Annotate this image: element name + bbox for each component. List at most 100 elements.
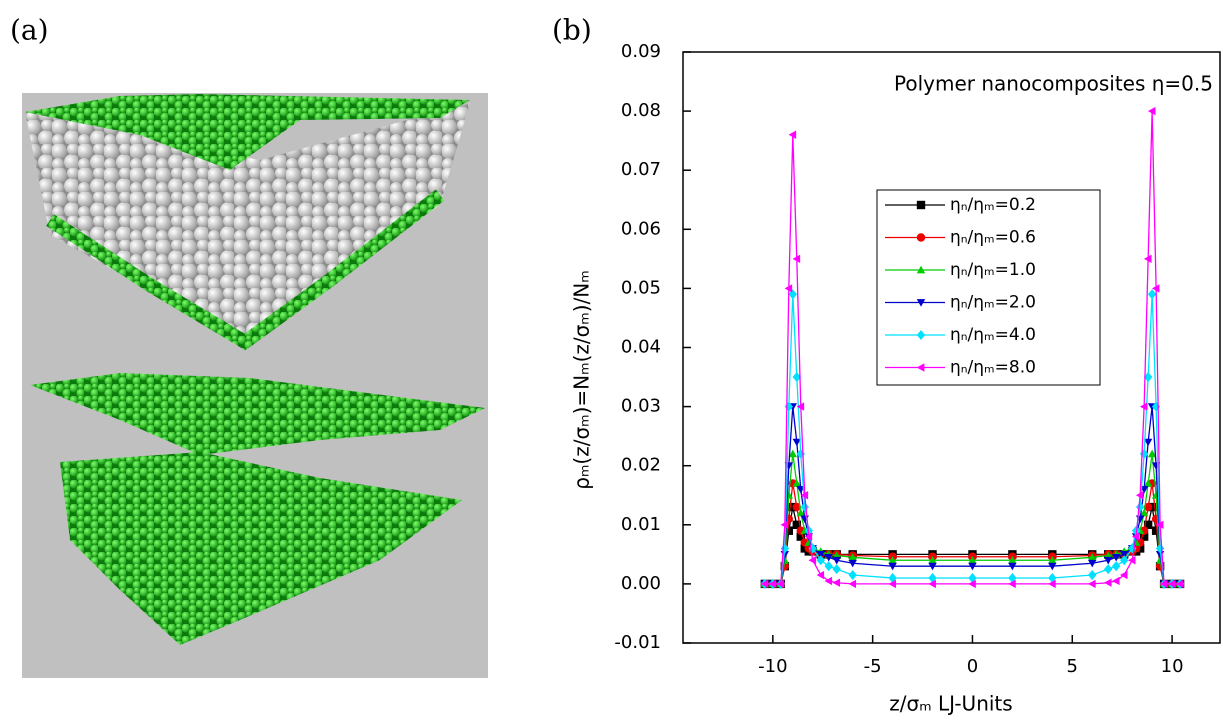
legend-marker <box>916 265 926 274</box>
x-tick-label: -5 <box>864 656 882 677</box>
data-point <box>800 491 809 500</box>
chart-title: Polymer nanocomposites η=0.5 <box>894 72 1213 96</box>
data-point <box>928 556 937 564</box>
x-axis-label: z/σₘ LJ-Units <box>889 692 1012 716</box>
data-point <box>792 438 801 447</box>
legend-marker <box>916 363 925 372</box>
data-point <box>848 569 857 581</box>
panel-label: (b) <box>552 14 592 47</box>
data-point <box>1127 556 1136 565</box>
data-point <box>796 508 805 517</box>
data-point <box>804 532 813 541</box>
series-line <box>764 506 1181 585</box>
legend-marker <box>916 329 926 341</box>
y-tick-label: 0.00 <box>621 573 661 594</box>
upper-sheet <box>30 373 485 455</box>
legend-box <box>876 189 1101 386</box>
data-point <box>780 520 789 529</box>
data-point <box>800 502 809 513</box>
data-point <box>1139 402 1148 411</box>
data-point <box>1147 289 1157 300</box>
data-point <box>888 579 896 589</box>
data-point <box>1119 555 1129 566</box>
data-point <box>792 479 801 487</box>
data-point <box>832 564 841 575</box>
data-point <box>1143 372 1153 383</box>
data-point <box>848 579 857 589</box>
data-point <box>788 289 797 300</box>
data-point <box>796 532 805 541</box>
data-point <box>816 570 825 580</box>
data-point <box>1048 579 1056 589</box>
data-point <box>808 556 817 565</box>
data-point <box>1088 569 1097 581</box>
data-point <box>928 562 937 571</box>
data-point <box>1008 572 1017 584</box>
data-point <box>848 553 857 561</box>
data-point <box>1135 491 1144 500</box>
data-point <box>792 372 801 383</box>
data-point <box>832 578 841 587</box>
data-point <box>1143 520 1153 529</box>
data-point <box>968 562 977 571</box>
y-tick-label: 0.09 <box>621 41 661 62</box>
panel-label: (a) <box>10 14 49 47</box>
data-point <box>1143 502 1153 512</box>
legend-marker <box>916 200 926 210</box>
data-point <box>1143 479 1153 487</box>
legend-label: ηₙ/ηₘ=0.2 <box>950 195 1036 215</box>
data-point <box>1008 556 1017 564</box>
data-point <box>1111 553 1121 562</box>
data-point <box>968 556 977 564</box>
data-point <box>968 579 976 589</box>
bottom-layer <box>46 189 445 351</box>
y-tick-label: 0.03 <box>621 396 661 417</box>
y-tick-label: -0.01 <box>614 632 661 653</box>
data-point <box>888 572 897 584</box>
data-point <box>784 284 793 293</box>
x-tick-label: 5 <box>1067 656 1078 677</box>
y-tick-label: 0.05 <box>621 277 661 298</box>
data-point <box>1008 562 1017 571</box>
legend-label: ηₙ/ηₘ=8.0 <box>950 358 1036 378</box>
data-point <box>1139 448 1149 459</box>
data-point <box>1119 570 1128 580</box>
data-point <box>1175 579 1184 589</box>
data-point <box>776 579 785 589</box>
data-point <box>1139 508 1149 517</box>
data-point <box>792 520 801 529</box>
data-point <box>792 254 801 264</box>
data-point <box>784 526 794 535</box>
data-point <box>768 579 777 589</box>
data-point <box>1088 553 1097 561</box>
data-point <box>888 556 897 564</box>
legend-marker <box>916 299 926 307</box>
y-tick-label: 0.07 <box>621 159 661 180</box>
data-point <box>1104 556 1113 565</box>
data-point <box>968 572 977 584</box>
data-point <box>1008 579 1016 589</box>
data-point <box>888 562 897 571</box>
data-point <box>1111 561 1121 572</box>
data-point <box>1143 438 1153 447</box>
data-point <box>928 579 936 589</box>
y-tick-label: 0.08 <box>621 100 661 121</box>
data-point <box>1119 550 1129 559</box>
top-layer <box>25 94 470 170</box>
data-point <box>1155 520 1164 529</box>
data-point <box>1088 579 1096 589</box>
data-point <box>1159 579 1168 589</box>
x-tick-label: -10 <box>758 656 787 677</box>
data-point <box>792 502 801 512</box>
x-tick-label: 10 <box>1161 656 1184 677</box>
y-tick-label: 0.06 <box>621 218 661 239</box>
data-point <box>1147 106 1156 116</box>
data-point <box>824 576 833 586</box>
data-point <box>824 561 833 572</box>
y-tick-label: 0.04 <box>621 337 661 358</box>
data-point <box>1147 449 1157 458</box>
data-point <box>1111 576 1120 586</box>
y-tick-label: 0.01 <box>621 514 661 535</box>
y-axis-label: ρₘ(z/σₘ)=Nₘ(z/σₘ)/Nₘ <box>570 270 594 489</box>
